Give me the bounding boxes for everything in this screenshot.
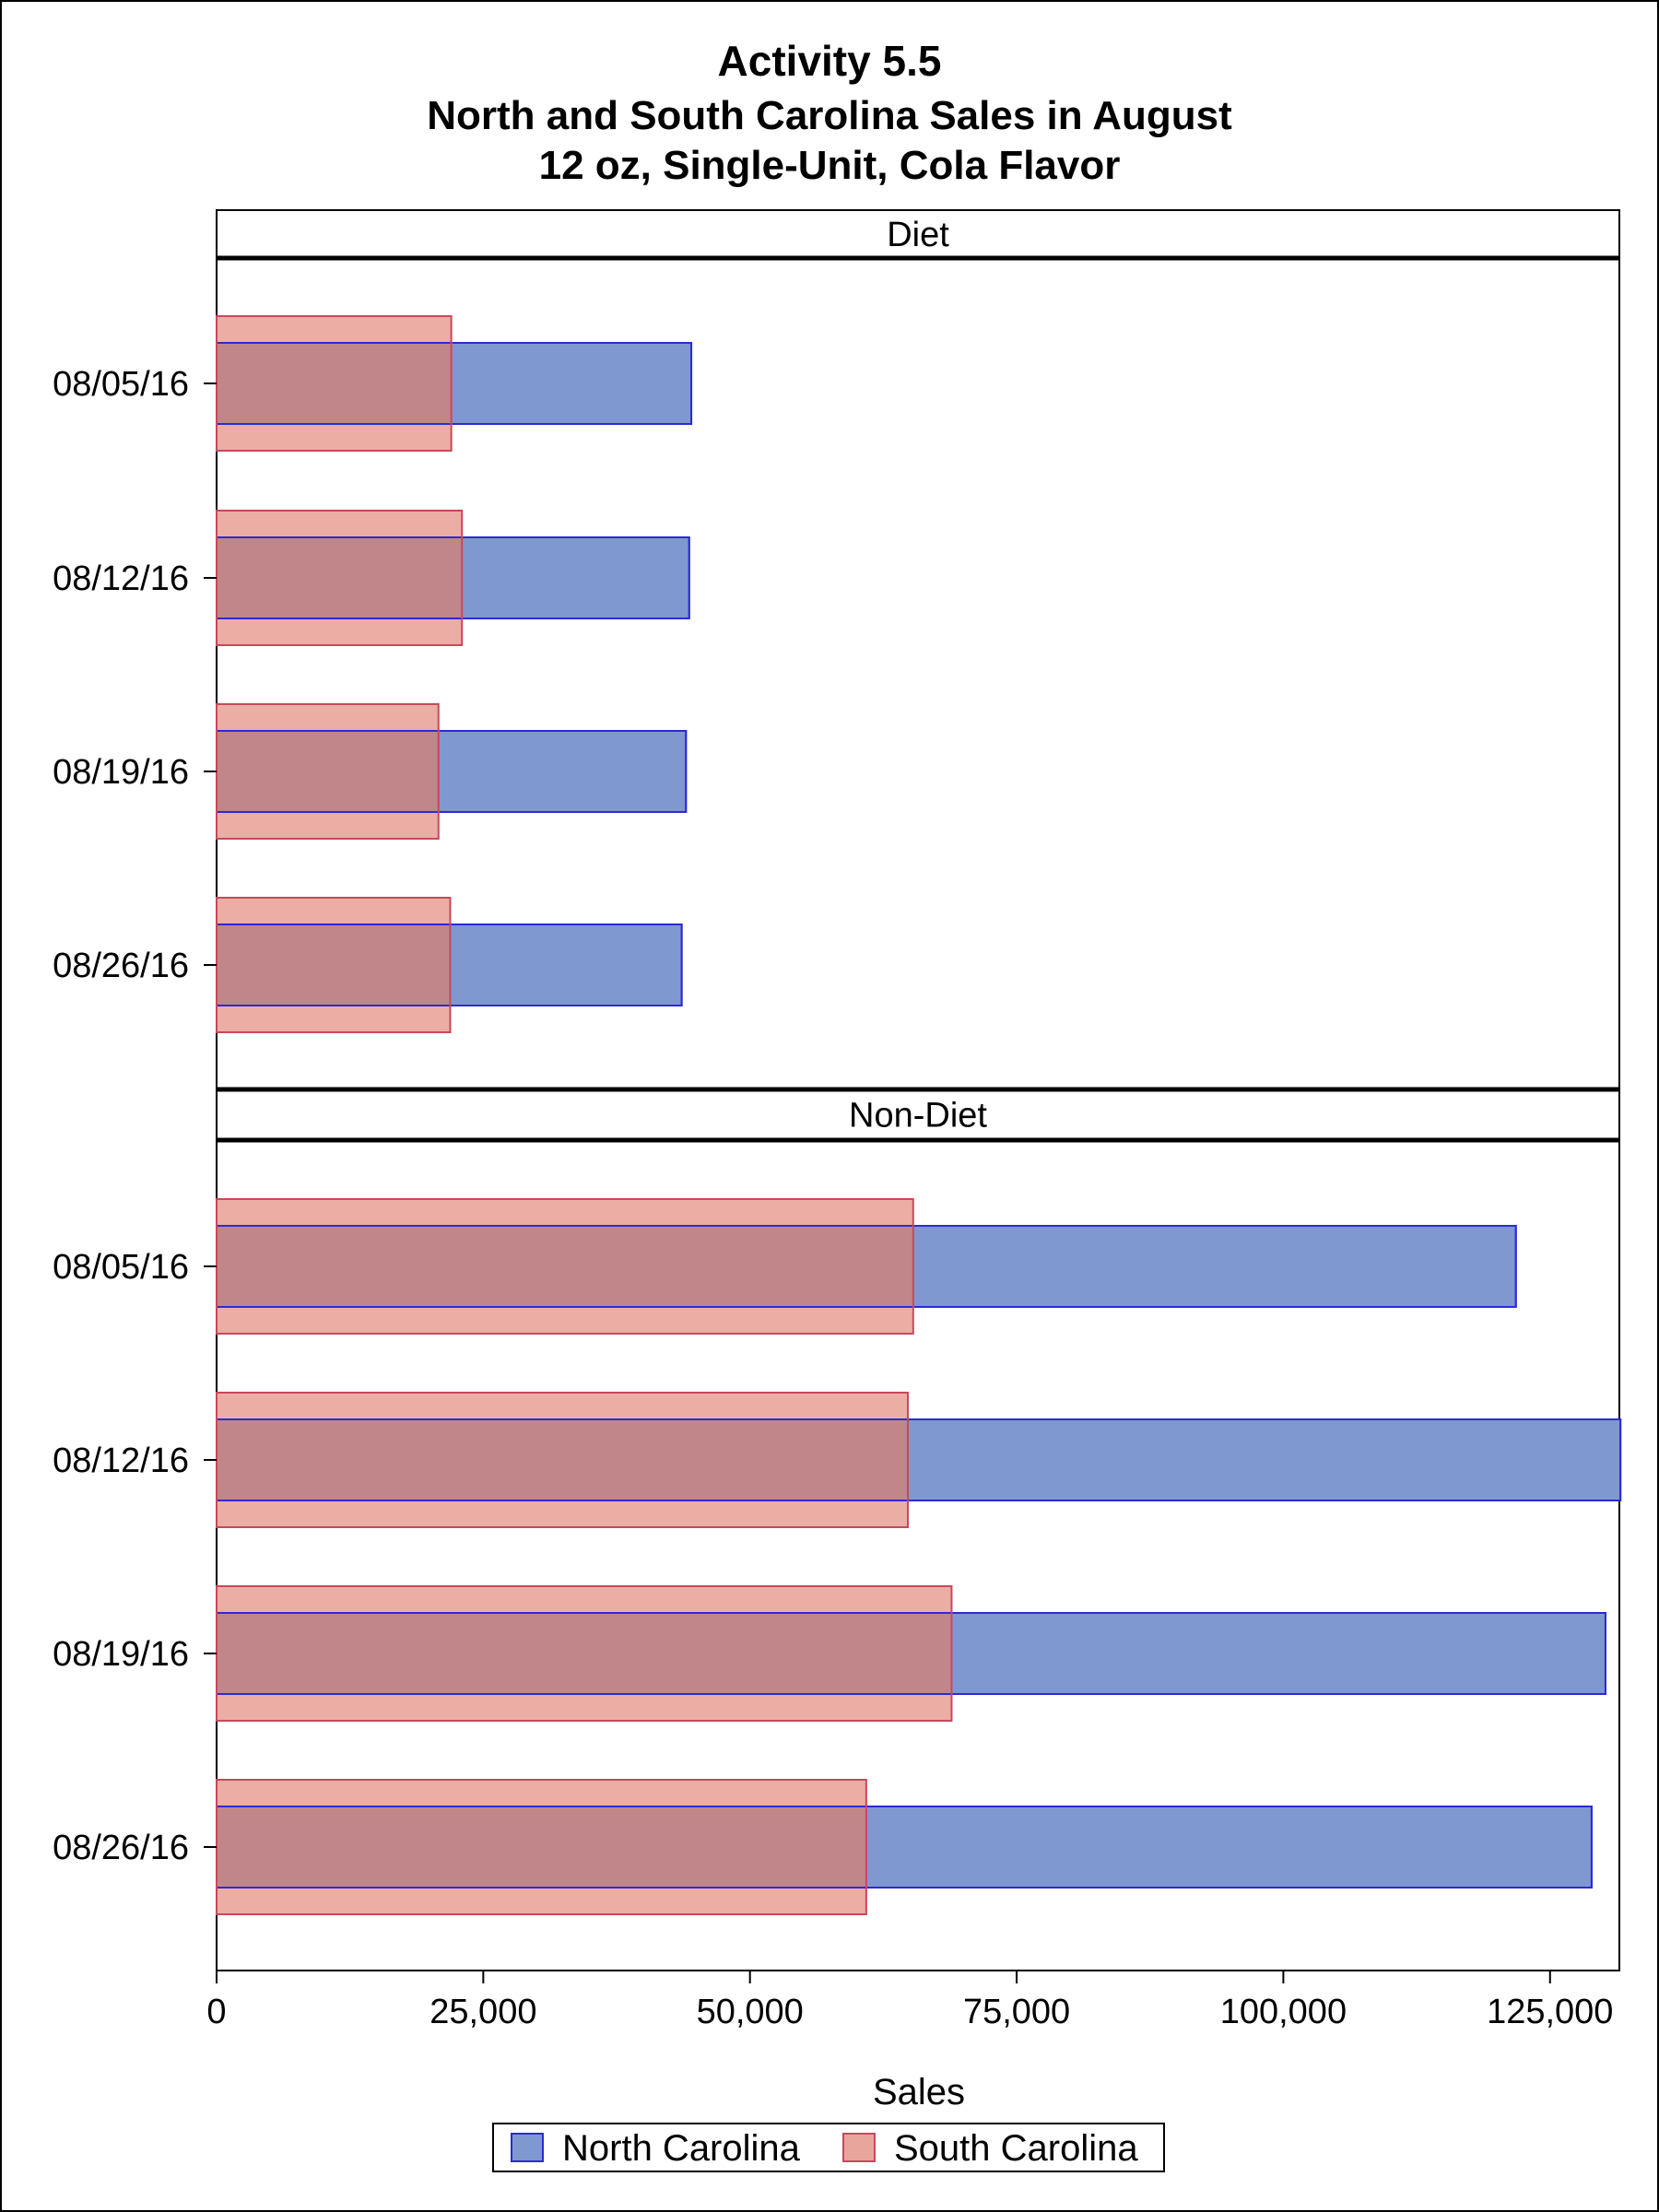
panel-frame (216, 1139, 1620, 1971)
legend-label: South Carolina (894, 2128, 1138, 2169)
legend-swatch (842, 2133, 876, 2162)
legend-swatch (511, 2133, 544, 2162)
y-tick-label: 08/26/16 (53, 1829, 189, 1867)
x-tick-label: 25,000 (429, 1993, 536, 2031)
panel-header (216, 209, 1620, 259)
bar-overlap (217, 343, 452, 424)
x-tick-label: 75,000 (963, 1993, 1070, 2031)
chart-subtitle-1: North and South Carolina Sales in August (427, 93, 1232, 138)
panel-label: Non-Diet (849, 1097, 987, 1135)
panel-diet: Diet 08/05/16 08/12/16 08/19/16 08/26/16 (53, 209, 1620, 1090)
y-tick-label: 08/12/16 (53, 559, 189, 598)
bar-overlap (217, 1806, 866, 1888)
legend-box (492, 2123, 1165, 2172)
y-tick-label: 08/26/16 (53, 947, 189, 985)
x-axis-title: Sales (873, 2072, 965, 2112)
bar-overlap (217, 1613, 952, 1694)
bar-overlap (217, 731, 439, 812)
chart-title: Activity 5.5 (718, 37, 942, 85)
panel-non-diet: Non-Diet 08/05/16 08/12/16 08/19/16 08/26/16 (53, 1087, 1622, 1971)
bar-overlap (217, 924, 451, 1006)
x-tick-label: 50,000 (697, 1993, 804, 2031)
panel-header (216, 1088, 1620, 1141)
bar-overlap (217, 537, 463, 618)
x-tick-label: 100,000 (1220, 1993, 1347, 2031)
legend-label: North Carolina (562, 2128, 801, 2169)
y-tick-label: 08/05/16 (53, 1248, 189, 1287)
y-tick-label: 08/19/16 (53, 753, 189, 792)
y-tick-label: 08/05/16 (53, 365, 189, 404)
x-tick-label: 0 (206, 1993, 226, 2031)
y-tick-label: 08/19/16 (53, 1635, 189, 1674)
y-tick-label: 08/12/16 (53, 1441, 189, 1480)
bar-overlap (217, 1226, 913, 1307)
chart-subtitle-2: 12 oz, Single-Unit, Cola Flavor (539, 143, 1121, 188)
bar-overlap (217, 1419, 909, 1500)
panel-label: Diet (887, 216, 949, 254)
x-tick-label: 125,000 (1487, 1993, 1613, 2031)
